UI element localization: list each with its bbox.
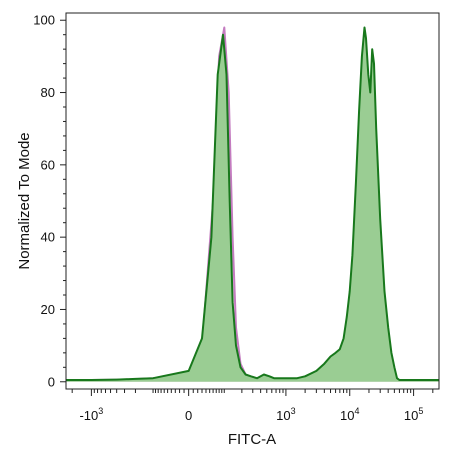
series-line-stained [66,26,439,381]
y-axis-title: Normalized To Mode [16,132,33,269]
x-tick-label: 104 [340,406,359,423]
y-tick-label: 20 [41,302,55,317]
x-axis-title: FITC-A [228,431,276,448]
x-tick-label: 103 [276,406,295,423]
series-area-stained [66,27,439,382]
y-tick-label: 60 [41,157,55,172]
x-tick-label: 0 [185,408,192,423]
y-tick-label: 0 [48,374,55,389]
y-tick-label: 40 [41,230,55,245]
axis-layer: 0 20 40 60 80 100 -103 0 103 104 105 [33,13,434,423]
y-tick-label: 100 [33,13,55,28]
x-tick-label: -103 [79,406,103,423]
y-tick-label: 80 [41,85,55,100]
plot-data-layer [66,26,439,382]
x-tick-label: 105 [404,406,423,423]
